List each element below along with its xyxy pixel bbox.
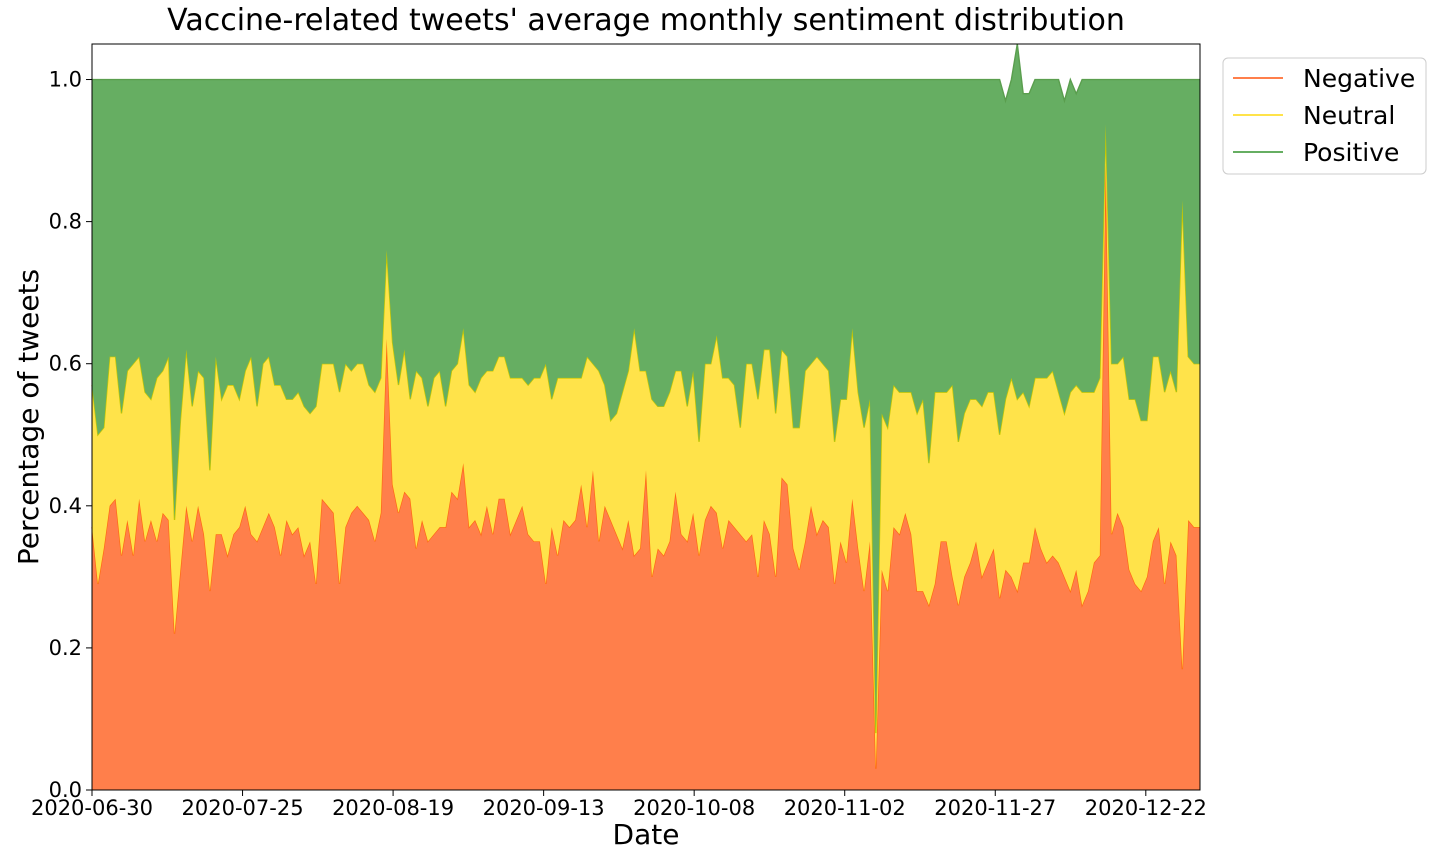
legend: Negative Neutral Positive: [1222, 57, 1427, 175]
x-tick-label: 2020-07-25: [182, 796, 304, 820]
x-tick-label: 2020-09-13: [483, 796, 605, 820]
y-tick-label: 0.2: [49, 636, 82, 660]
x-axis-label: Date: [613, 818, 680, 851]
x-tick-label: 2020-11-27: [934, 796, 1056, 820]
line-positive: [92, 43, 1200, 104]
legend-box: [1222, 57, 1427, 175]
area-positive: [92, 44, 1200, 734]
plot-area: [91, 43, 1200, 790]
y-tick-label: 0.0: [49, 778, 82, 802]
area-neutral: [92, 124, 1200, 769]
x-tick-label: 2020-06-30: [31, 796, 153, 820]
legend-label-neutral: Neutral: [1303, 101, 1395, 130]
y-axis-label: Percentage of tweets: [12, 269, 45, 565]
line-negative: [91, 164, 1200, 769]
y-tick-label: 1.0: [49, 68, 82, 92]
x-tick-label: 2020-11-02: [784, 796, 906, 820]
x-tick-label: 2020-12-22: [1085, 796, 1207, 820]
y-tick-label: 0.8: [49, 210, 82, 234]
legend-label-negative: Negative: [1303, 64, 1415, 93]
y-tick-label: 0.6: [49, 352, 82, 376]
chart-title: Vaccine-related tweets' average monthly …: [167, 3, 1125, 38]
x-tick-label: 2020-08-19: [332, 796, 454, 820]
x-tick-label: 2020-10-08: [633, 796, 755, 820]
y-tick-label: 0.4: [49, 494, 82, 518]
x-axis: 2020-06-30 2020-07-25 2020-08-19 2020-09-13…: [31, 790, 1207, 820]
y-axis: 0.0 0.2 0.4 0.6 0.8 1.0: [49, 68, 92, 802]
legend-label-positive: Positive: [1303, 138, 1399, 167]
plot-frame: [91, 43, 1201, 791]
